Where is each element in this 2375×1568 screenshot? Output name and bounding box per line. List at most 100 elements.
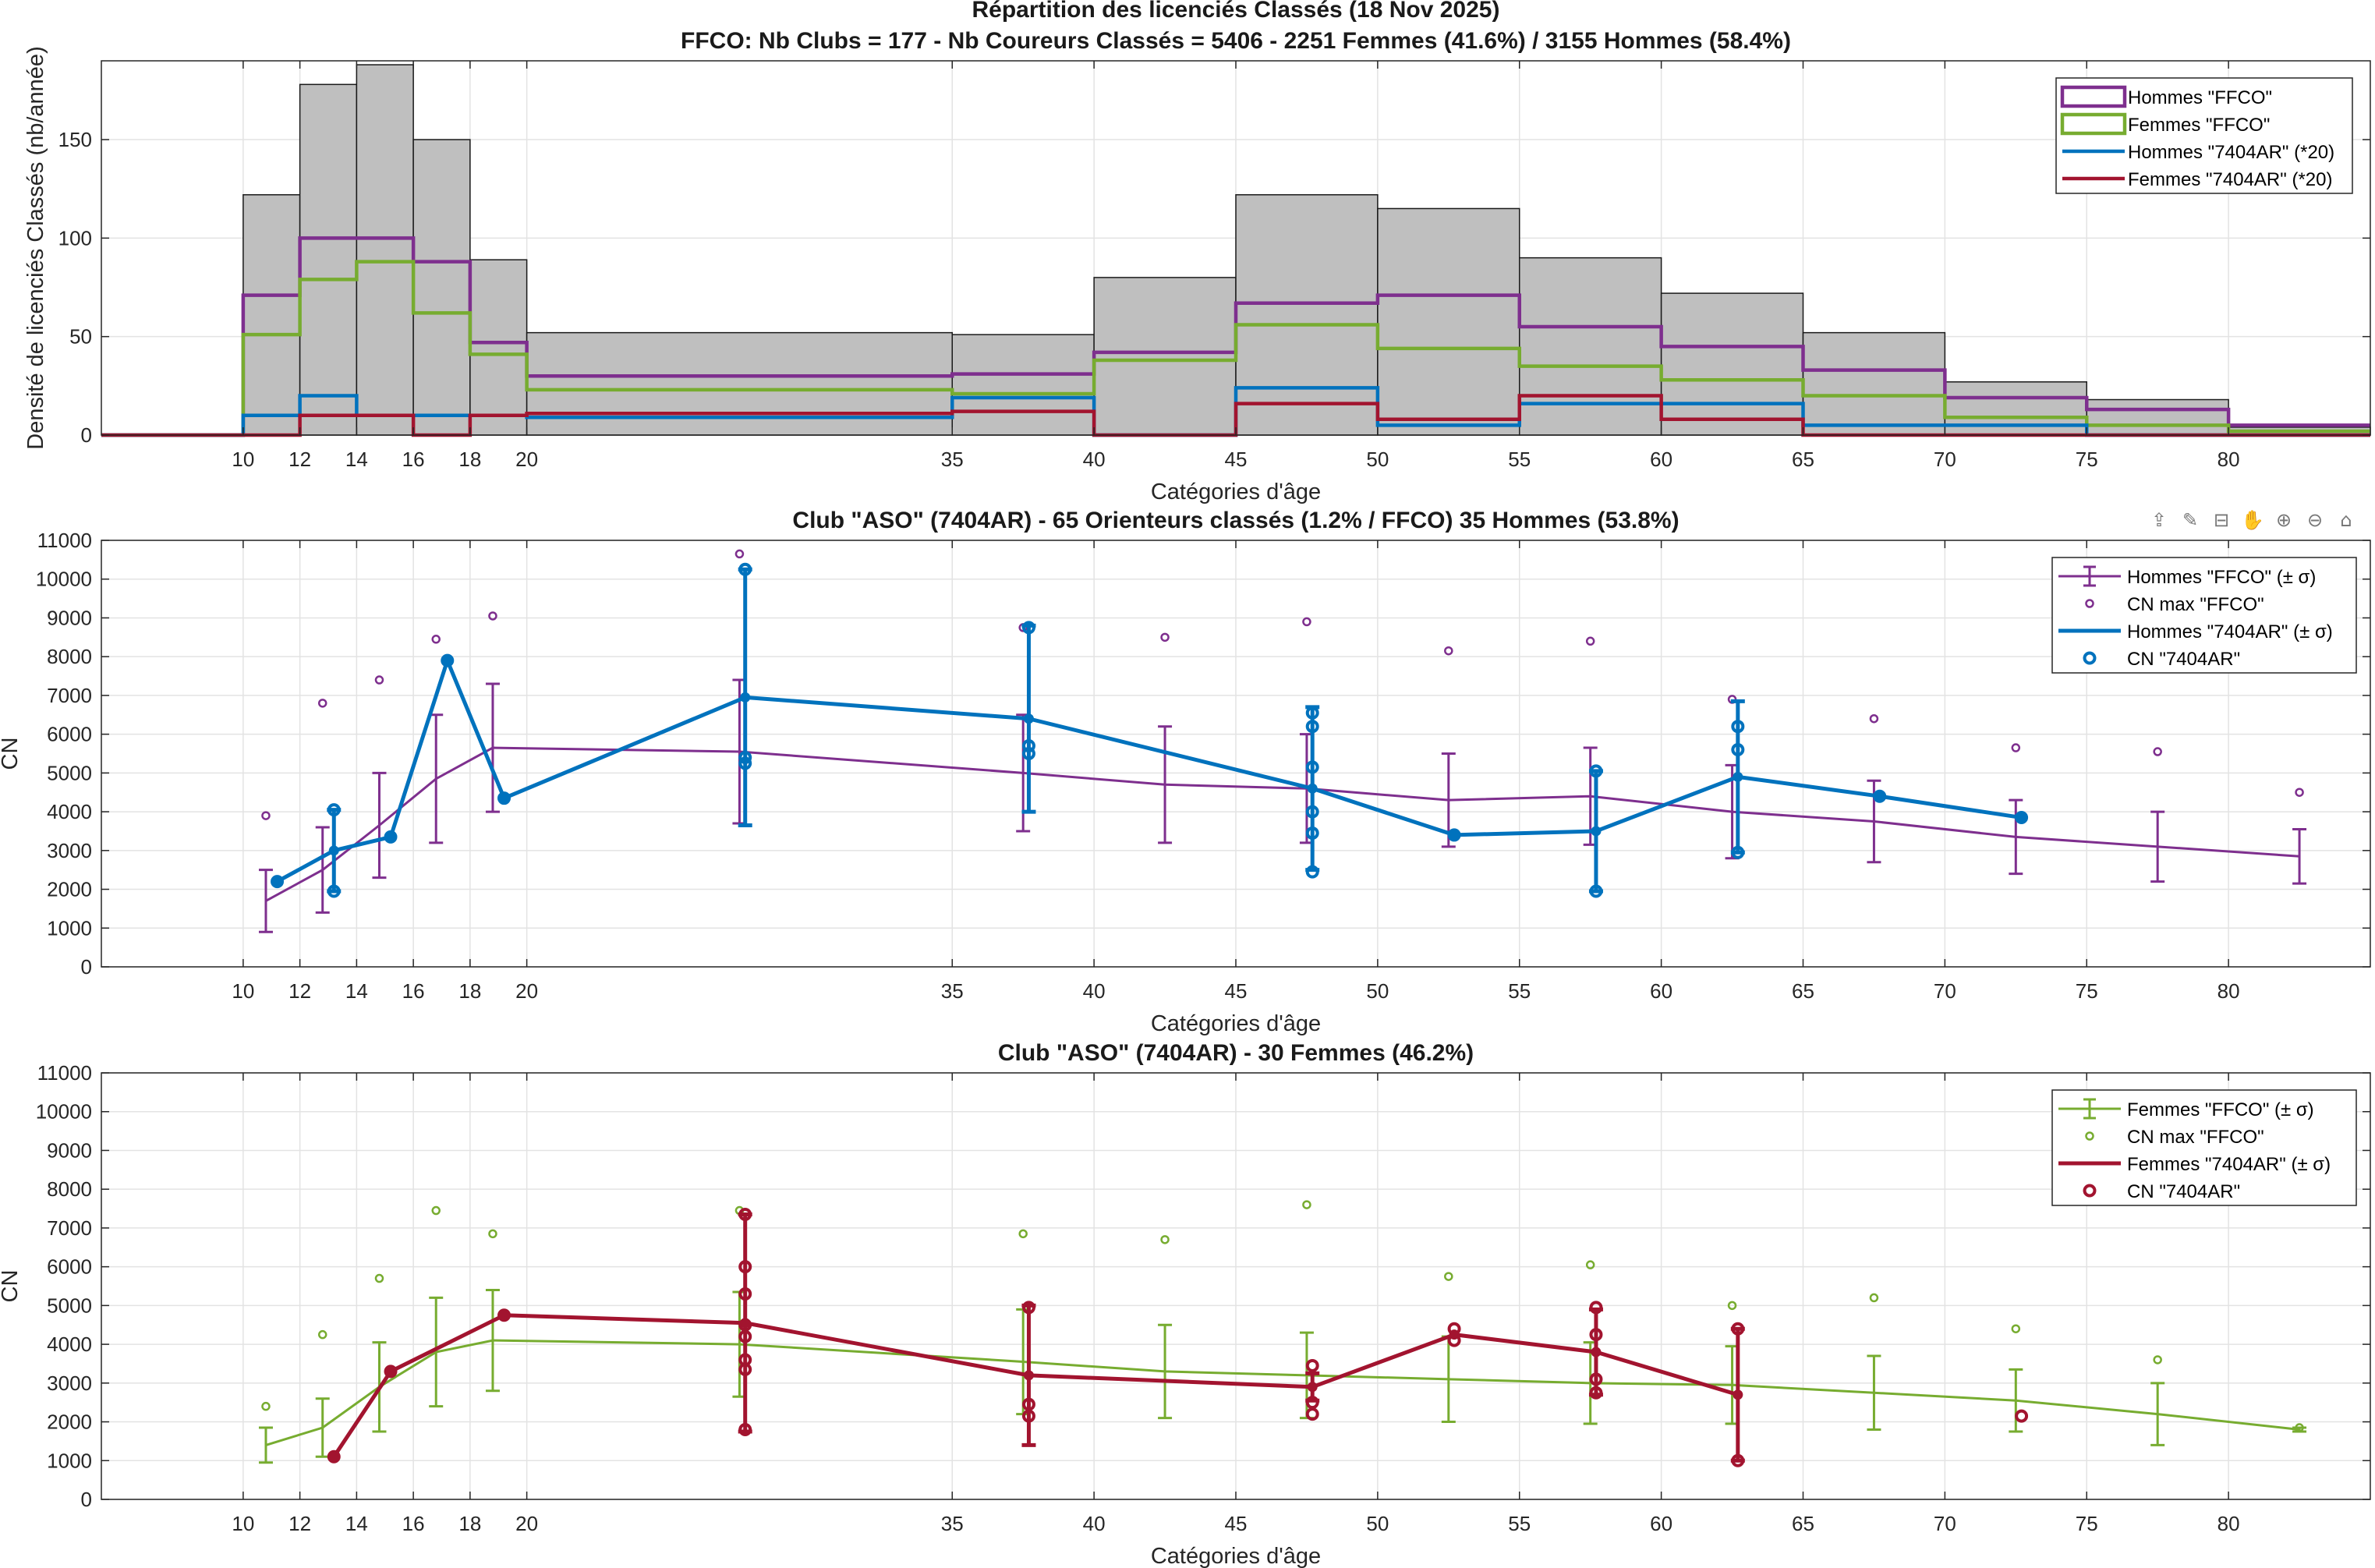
x-tick-label: 20	[515, 1512, 538, 1535]
legend-swatch	[2060, 112, 2127, 136]
cn-max-marker	[431, 1205, 441, 1216]
y-tick-label: 100	[58, 226, 92, 250]
x-tick-label: 35	[941, 979, 964, 1003]
legend-swatch	[2085, 599, 2094, 608]
hommes-cn-plot: 10 12 14 16 18 20 35 40 45 50 55 60 65 70 75 80 0 1000 200…	[0, 508, 2371, 1036]
histogram-bar	[1377, 207, 1520, 436]
y-tick-label: 0	[81, 1488, 92, 1511]
x-tick-label: 20	[515, 979, 538, 1003]
club-mean-marker	[1023, 1370, 1034, 1381]
club-cn-point	[384, 1364, 398, 1379]
cn-max-marker	[1585, 636, 1595, 646]
chart-title: Club "ASO" (7404AR) - 65 Orienteurs clas…	[792, 508, 1679, 533]
x-tick-label: 35	[941, 448, 964, 471]
y-tick-label: 9000	[47, 1138, 92, 1162]
brush-icon[interactable]: ✎	[2182, 509, 2199, 531]
legend-entry: Femmes "FFCO" (± σ)	[2127, 1099, 2314, 1120]
y-axis-label: Densité de licenciés Classés (nb/année)	[23, 46, 48, 449]
x-tick-label: 60	[1650, 979, 1672, 1003]
x-tick-label: 60	[1650, 448, 1672, 471]
cn-max-marker	[374, 1273, 384, 1283]
femmes-cn-plot: 10 12 14 16 18 20 35 40 45 50 55 60 65 70 75 80 0 1000 200…	[0, 1040, 2371, 1568]
club-cn-point	[327, 1449, 341, 1464]
legend-entry: CN max "FFCO"	[2127, 594, 2264, 615]
x-tick-label: 12	[288, 979, 311, 1003]
zoom-in-icon[interactable]: ⊕	[2275, 509, 2292, 531]
histogram-bar	[526, 331, 953, 436]
x-tick-label: 50	[1366, 1512, 1389, 1535]
y-tick-label: 11000	[37, 529, 92, 552]
y-tick-label: 50	[69, 325, 92, 349]
club-cn-point	[497, 1308, 511, 1322]
y-tick-label: 9000	[47, 606, 92, 629]
legend-swatch	[2083, 651, 2097, 665]
club-cn-point	[738, 562, 752, 576]
club-cn-point	[384, 830, 398, 844]
x-tick-label: 70	[1934, 1512, 1956, 1535]
x-tick-label: 75	[2076, 448, 2098, 471]
club-cn-point	[1305, 760, 1319, 774]
histogram-bar	[356, 64, 414, 436]
club-cn-point	[1589, 1328, 1603, 1342]
club-cn-point	[1589, 1372, 1603, 1386]
x-tick-label: 50	[1366, 448, 1389, 471]
x-tick-label: 18	[458, 979, 481, 1003]
club-cn-point	[1873, 789, 1887, 803]
club-cn-point	[1731, 743, 1745, 757]
legend-swatch	[2085, 1131, 2094, 1141]
cn-max-marker	[488, 1229, 497, 1239]
x-tick-label: 18	[458, 448, 481, 471]
club-cn-point	[1731, 845, 1745, 859]
x-tick-label: 75	[2076, 1512, 2098, 1535]
y-tick-label: 8000	[47, 1177, 92, 1201]
legend-swatch	[2060, 85, 2127, 108]
club-cn-point	[1589, 764, 1603, 778]
home-icon[interactable]: ⌂	[2340, 509, 2352, 531]
club-cn-point	[738, 750, 752, 764]
x-axis-label: Catégories d'âge	[1151, 1011, 1321, 1036]
legend-entry: Femmes "FFCO"	[2128, 115, 2270, 136]
x-tick-label: 12	[288, 1512, 311, 1535]
x-tick-label: 80	[2217, 979, 2240, 1003]
x-tick-label: 75	[2076, 979, 2098, 1003]
cn-max-marker	[317, 1329, 327, 1340]
y-tick-label: 2000	[47, 878, 92, 901]
club-cn-point	[327, 884, 341, 898]
club-cn-point	[738, 1208, 752, 1222]
export-icon[interactable]: ⇪	[2150, 509, 2168, 531]
x-tick-label: 50	[1366, 979, 1389, 1003]
cn-max-marker	[431, 635, 441, 644]
cn-max-marker	[2153, 1355, 2162, 1364]
club-mean-marker	[1307, 783, 1318, 794]
cn-max-marker	[1302, 1200, 1311, 1209]
club-cn-point	[1021, 1409, 1035, 1423]
pan-icon[interactable]: ✋	[2241, 509, 2264, 531]
y-tick-label: 1000	[47, 916, 92, 940]
histogram-bar	[1802, 331, 1946, 436]
x-axis-label: Catégories d'âge	[1151, 1544, 1321, 1568]
y-tick-label: 5000	[47, 761, 92, 784]
cn-max-marker	[1018, 1229, 1028, 1239]
club-cn-point	[1305, 706, 1319, 720]
histogram-bar	[1235, 194, 1379, 436]
histogram-bar	[1944, 381, 2087, 436]
histogram-bar	[242, 194, 301, 436]
histogram-bar	[412, 139, 471, 436]
club-cn-point	[1305, 720, 1319, 734]
x-tick-label: 45	[1225, 448, 1248, 471]
club-mean-marker	[1591, 826, 1602, 837]
legend-box	[2055, 77, 2353, 194]
cn-max-marker	[1160, 1235, 1170, 1244]
zoom-out-icon[interactable]: ⊖	[2306, 509, 2324, 531]
y-tick-label: 4000	[47, 800, 92, 823]
legend-entry: Hommes "FFCO"	[2128, 87, 2272, 108]
stairs-series-1	[101, 260, 2370, 437]
club-cn-point	[738, 756, 752, 770]
cn-max-marker	[1444, 1272, 1453, 1281]
x-tick-label: 45	[1225, 1512, 1248, 1535]
cn-max-marker	[317, 699, 327, 708]
legend-entry: Femmes "7404AR" (*20)	[2128, 169, 2332, 190]
club-cn-point	[1589, 1301, 1603, 1315]
datatip-icon[interactable]: ⊟	[2213, 509, 2230, 531]
